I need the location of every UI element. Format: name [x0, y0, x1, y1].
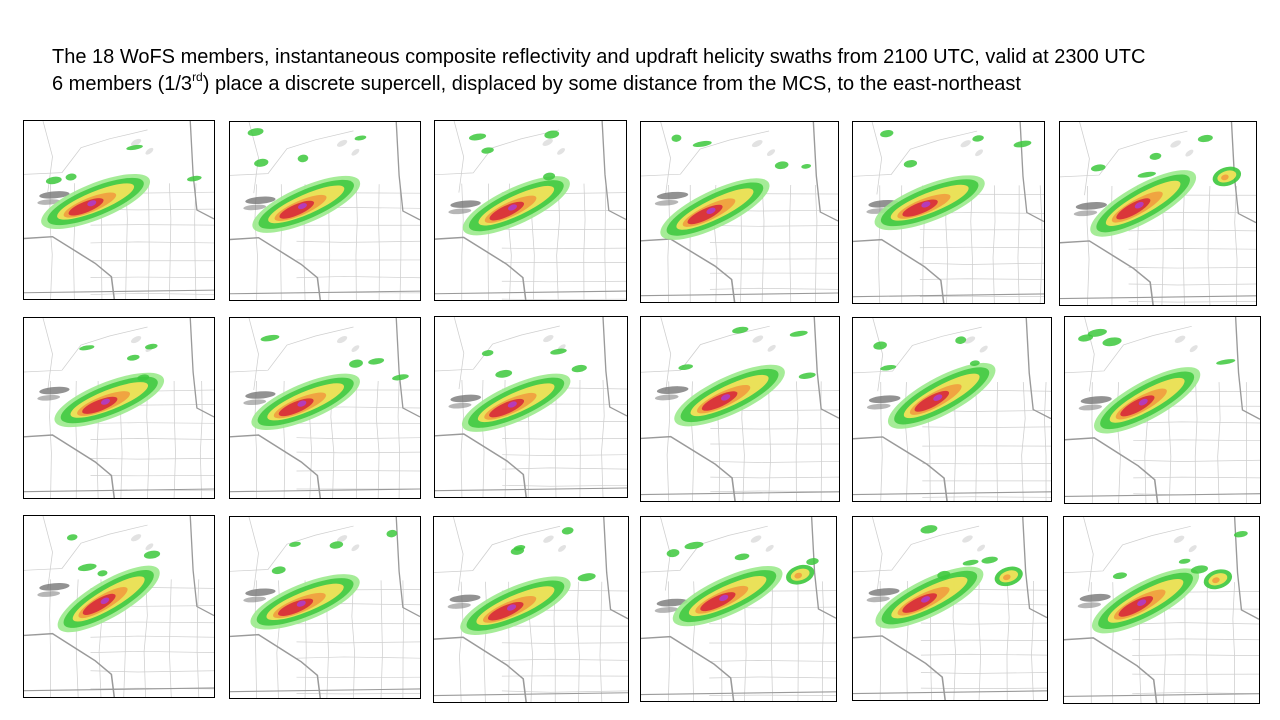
member-panel-10 [640, 316, 840, 502]
member-panel-17 [852, 516, 1048, 701]
member-panel-16 [640, 516, 837, 702]
title-line-2-start: 6 members (1/3 [52, 73, 193, 95]
reflectivity-map [1064, 517, 1259, 703]
member-panel-1 [23, 120, 215, 300]
reflectivity-map [24, 121, 214, 299]
reflectivity-map [230, 122, 420, 300]
member-panel-9 [434, 316, 628, 498]
member-panel-14 [229, 516, 421, 699]
reflectivity-map [641, 317, 839, 501]
reflectivity-map [24, 516, 214, 697]
reflectivity-map [853, 122, 1044, 303]
reflectivity-map [230, 517, 420, 698]
reflectivity-map [853, 517, 1047, 700]
member-panel-5 [852, 121, 1045, 304]
reflectivity-map [641, 517, 836, 701]
title-line-2: 6 members (1/3rd) place a discrete super… [52, 71, 1252, 98]
title-superscript: rd [192, 70, 203, 85]
reflectivity-map [435, 317, 627, 497]
member-panel-2 [229, 121, 421, 301]
member-panel-7 [23, 317, 215, 499]
reflectivity-map [641, 122, 838, 302]
member-panel-18 [1063, 516, 1260, 704]
reflectivity-map [230, 318, 420, 498]
member-panel-11 [852, 317, 1052, 502]
member-panel-15 [433, 516, 629, 703]
reflectivity-map [1060, 122, 1256, 305]
reflectivity-map [434, 517, 628, 702]
reflectivity-map [853, 318, 1051, 501]
member-panel-4 [640, 121, 839, 303]
member-panel-13 [23, 515, 215, 698]
title-line-1: The 18 WoFS members, instantaneous compo… [52, 46, 1146, 68]
reflectivity-map [1065, 317, 1260, 503]
reflectivity-map [435, 121, 626, 300]
slide-title: The 18 WoFS members, instantaneous compo… [52, 44, 1252, 98]
member-panel-6 [1059, 121, 1257, 306]
member-panel-3 [434, 120, 627, 301]
reflectivity-map [24, 318, 214, 498]
title-line-2-end: ) place a discrete supercell, displaced … [202, 73, 1021, 95]
member-panel-8 [229, 317, 421, 499]
member-panel-12 [1064, 316, 1261, 504]
